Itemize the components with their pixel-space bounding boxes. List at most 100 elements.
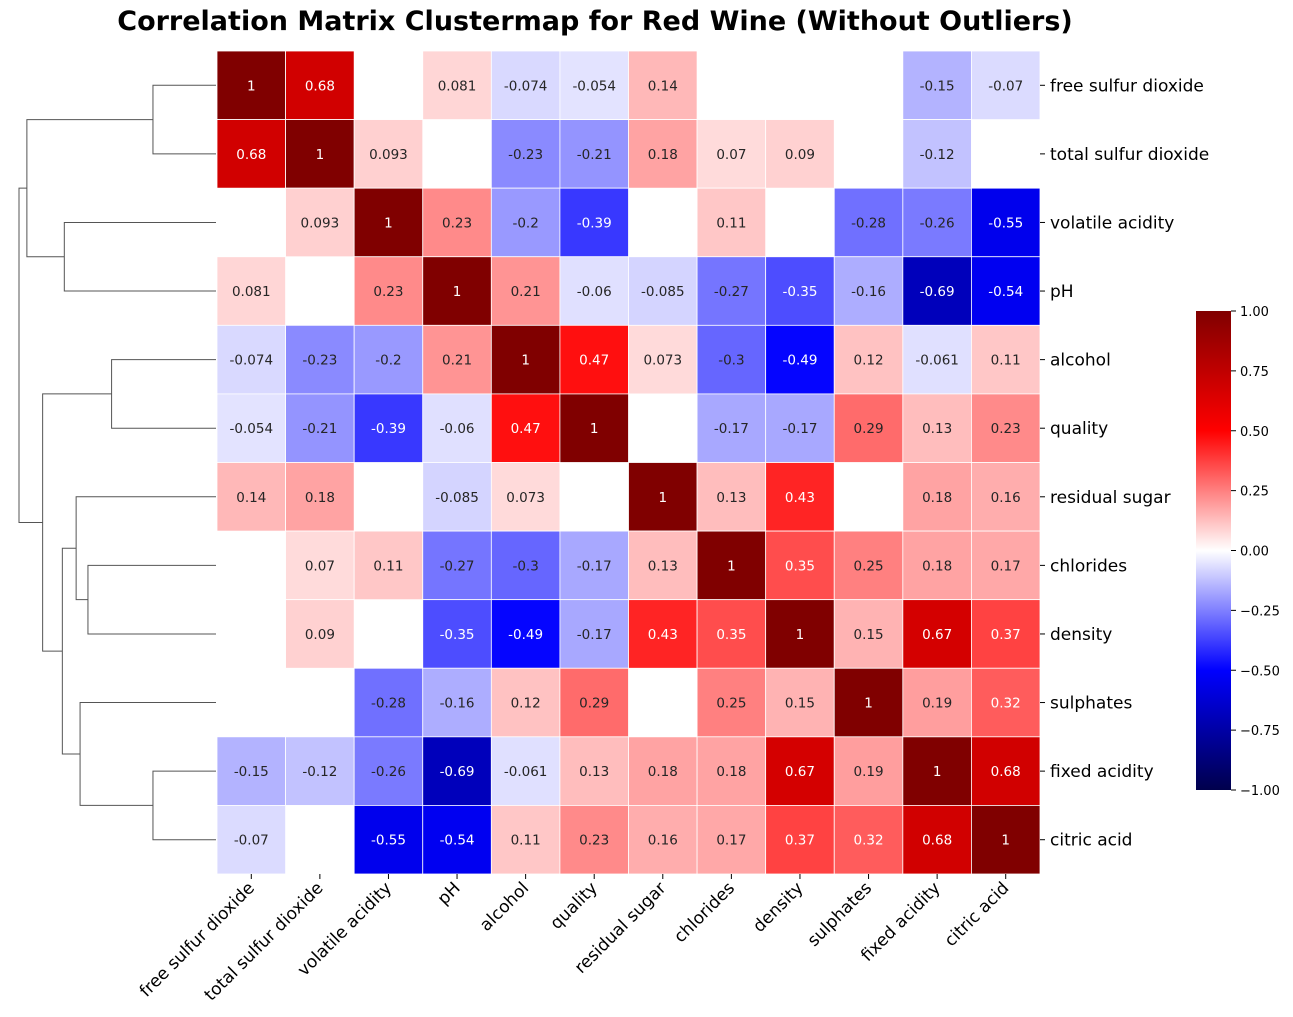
row-label: quality: [1050, 419, 1108, 439]
dendrogram-link: [79, 702, 216, 806]
heatmap-cell: [628, 462, 698, 532]
cell-value-label: -0.07: [234, 833, 269, 849]
cell-value-label: 1: [933, 764, 942, 780]
heatmap-cell: [833, 805, 904, 875]
cell-value-label: 0.68: [922, 833, 952, 849]
heatmap-cell: [490, 256, 561, 326]
cell-value-label: 0.37: [991, 627, 1021, 643]
cell-value-label: -0.54: [440, 833, 475, 849]
cell-value-label: -0.27: [714, 284, 749, 300]
heatmap-cell: [833, 530, 904, 601]
heatmap-cell: [833, 324, 904, 395]
heatmap-cell: [490, 667, 561, 738]
cell-value-label: -0.28: [371, 696, 406, 712]
column-label: total sulfur dioxide: [201, 878, 328, 1005]
cell-value-label: -0.23: [508, 147, 543, 163]
heatmap-cell: [902, 393, 972, 463]
cell-value-label: 0.081: [232, 284, 271, 300]
cell-value-label: 1: [727, 558, 736, 574]
cell-value-label: 0.21: [511, 284, 541, 300]
cell-value-label: 0.35: [716, 627, 746, 643]
cell-value-label: 0.68: [991, 764, 1021, 780]
heatmap-cell: [353, 530, 424, 601]
heatmap-cell: [902, 119, 972, 189]
heatmap-cell: [971, 530, 1041, 601]
cell-value-label: 0.67: [785, 764, 815, 780]
dendrogram-link: [18, 187, 43, 524]
cell-value-label: 0.43: [648, 627, 678, 643]
heatmap-cell: [902, 187, 972, 258]
cell-value-label: -0.12: [302, 764, 337, 780]
cell-value-label: -0.16: [440, 696, 475, 712]
heatmap-cell: [353, 805, 424, 875]
cell-value-label: -0.69: [440, 764, 475, 780]
heatmap-cell: [559, 119, 629, 189]
heatmap-cell: [902, 599, 972, 669]
heatmap-cell: [696, 393, 767, 463]
heatmap-cell: [833, 736, 904, 806]
cell-value-label: -0.061: [915, 353, 959, 369]
row-label: fixed acidity: [1050, 762, 1154, 782]
column-label: pH: [434, 878, 465, 909]
column-label: density: [749, 878, 807, 936]
cell-value-label: -0.26: [920, 215, 955, 231]
cell-value-label: 0.11: [991, 353, 1021, 369]
cell-value-label: -0.55: [988, 215, 1023, 231]
cell-value-label: -0.06: [440, 421, 475, 437]
dendrogram-link: [26, 119, 153, 258]
heatmap-cell: [422, 599, 492, 669]
heatmap-cell: [833, 393, 904, 463]
row-labels: free sulfur dioxide total sulfur dioxide v…: [1040, 76, 1209, 851]
dendrogram-link: [152, 84, 216, 155]
cell-value-label: -0.17: [714, 421, 749, 437]
heatmap-cell: [490, 530, 561, 601]
cell-value-label: 0.093: [369, 147, 408, 163]
heatmap-cell: [216, 256, 286, 326]
cell-value-label: 0.19: [854, 764, 884, 780]
heatmap-cell: [490, 736, 561, 806]
colorbar-tick-label: −0.25: [1240, 604, 1280, 619]
cell-value-label: -0.39: [371, 421, 406, 437]
heatmap-cell: [902, 667, 972, 738]
colorbar-tick-label: −1.00: [1240, 784, 1280, 799]
heatmap-cell: [628, 324, 698, 395]
colorbar-tick-label: −0.75: [1240, 724, 1280, 739]
cell-value-label: -0.21: [302, 421, 337, 437]
heatmap-cell: [422, 462, 492, 532]
cell-value-label: 0.07: [305, 558, 335, 574]
heatmap-cell: [971, 393, 1041, 463]
heatmap-cell: [765, 736, 835, 806]
heatmap-cell: [971, 324, 1041, 395]
cell-value-label: 0.47: [579, 353, 609, 369]
cell-value-label: -0.55: [371, 833, 406, 849]
cell-value-label: -0.3: [512, 558, 538, 574]
cell-value-label: -0.054: [230, 421, 274, 437]
cell-value-label: -0.054: [572, 78, 616, 94]
cell-value-label: -0.15: [234, 764, 269, 780]
heatmap-cell: [216, 736, 286, 806]
cell-value-label: -0.3: [718, 353, 744, 369]
colorbar-tick-label: 0.50: [1240, 425, 1269, 440]
cell-value-label: 0.43: [785, 490, 815, 506]
heatmap-cell: [971, 805, 1041, 875]
cell-value-label: -0.21: [577, 147, 612, 163]
cell-value-label: 0.32: [854, 833, 884, 849]
cell-value-label: 0.47: [511, 421, 541, 437]
colorbar-tick-label: 0.00: [1240, 545, 1269, 560]
cell-value-label: 0.16: [648, 833, 678, 849]
heatmap-cell: [422, 736, 492, 806]
heatmap-cell: [628, 119, 698, 189]
cell-value-label: -0.061: [504, 764, 548, 780]
cell-value-label: -0.69: [920, 284, 955, 300]
cell-value-label: -0.26: [371, 764, 406, 780]
cell-value-label: 0.13: [716, 490, 746, 506]
cell-value-label: -0.35: [440, 627, 475, 643]
colorbar-tick-label: 0.75: [1240, 365, 1269, 380]
cell-value-label: 0.16: [991, 490, 1021, 506]
cell-value-label: -0.35: [782, 284, 817, 300]
cell-value-label: 0.13: [579, 764, 609, 780]
heatmap-cell: [216, 50, 286, 120]
cell-value-label: 0.17: [716, 833, 746, 849]
